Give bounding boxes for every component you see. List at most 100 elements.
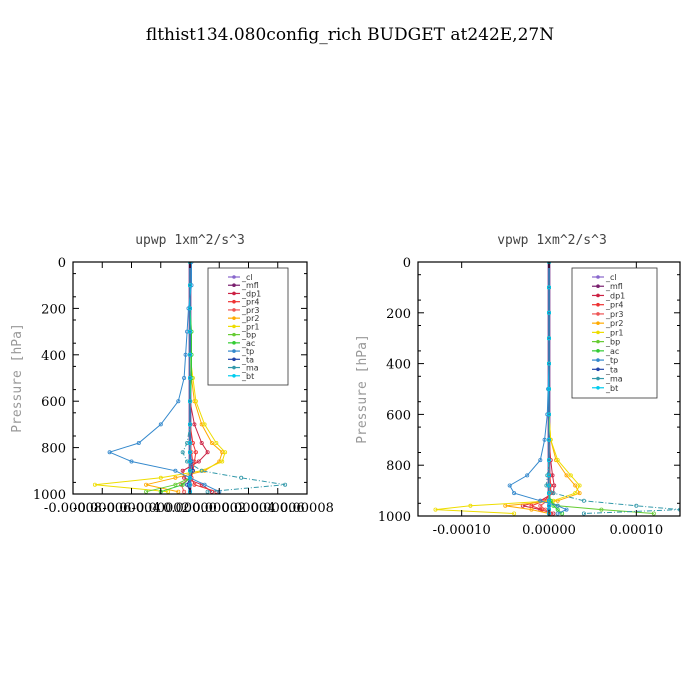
- data-point: [144, 489, 149, 494]
- data-point: [214, 440, 219, 445]
- legend-label: _mfl: [605, 282, 623, 291]
- legend-marker: [232, 357, 236, 362]
- legend-label: _pr2: [605, 319, 623, 328]
- legend-label: _pr4: [605, 301, 623, 310]
- data-point: [547, 503, 552, 508]
- data-point: [577, 491, 582, 496]
- data-point: [529, 503, 534, 508]
- x-tick-label: -0.00010: [433, 523, 491, 538]
- legend-label: _pr1: [241, 322, 259, 331]
- data-point: [538, 503, 543, 508]
- x-tick-label: 0.00010: [609, 523, 663, 538]
- x-tick-label: -0.00002: [132, 501, 190, 516]
- data-point: [678, 507, 680, 512]
- legend-label: _ma: [605, 375, 623, 384]
- legend-marker: [596, 302, 600, 307]
- y-tick-label: 400: [41, 349, 66, 364]
- data-point: [187, 283, 192, 288]
- data-point: [568, 473, 573, 478]
- y-tick-label: 200: [386, 307, 411, 322]
- legend-marker: [232, 299, 236, 304]
- data-point: [187, 459, 192, 464]
- upwp-panel: upwp 1xm^2/s^3 Pressure [hPa] 0 200 400 600 80…: [10, 233, 334, 516]
- data-point: [92, 482, 97, 487]
- legend-label: _pr3: [605, 310, 623, 319]
- data-point: [547, 386, 552, 391]
- x-tick-label: -0.00004: [102, 501, 160, 516]
- data-point: [187, 450, 192, 455]
- legend-label: _ac: [605, 347, 619, 356]
- data-point: [187, 329, 192, 334]
- x-tick-label: 0.00000: [522, 523, 576, 538]
- legend-label: _ta: [605, 365, 618, 374]
- legend-marker: [596, 330, 600, 335]
- data-point: [173, 468, 178, 473]
- data-point: [193, 450, 198, 455]
- figure-title: flthist134.080config_rich BUDGET at242E,…: [146, 25, 554, 45]
- data-point: [176, 489, 181, 494]
- data-point: [205, 489, 210, 494]
- legend-marker: [596, 312, 600, 316]
- data-point: [196, 459, 201, 464]
- legend-label: _ma: [241, 364, 259, 373]
- data-point: [547, 285, 552, 290]
- data-point: [158, 422, 163, 427]
- y-tick-label: 600: [386, 408, 411, 423]
- data-point: [220, 459, 225, 464]
- legend: _cl_mfl_dp1_pr4_pr3_pr2_pr1_bp_ac_tp_ta_…: [571, 267, 658, 399]
- data-point: [555, 511, 560, 516]
- data-point: [158, 475, 163, 480]
- y-tick-label: 400: [386, 358, 411, 373]
- legend-marker: [596, 367, 600, 372]
- data-point: [192, 482, 197, 487]
- data-point: [180, 450, 185, 455]
- legend-label: _tp: [605, 356, 618, 365]
- legend: _cl_mfl_dp1_pr4_pr3_pr2_pr1_bp_ac_tp_ta_…: [207, 267, 289, 386]
- data-point: [547, 437, 552, 442]
- data-point: [542, 437, 547, 442]
- data-point: [547, 498, 552, 503]
- x-tick-label: 0.00006: [251, 501, 305, 516]
- legend-marker: [232, 324, 236, 329]
- data-point: [551, 491, 556, 496]
- legend-label: _ta: [241, 355, 254, 364]
- legend-marker: [232, 365, 236, 370]
- legend-marker: [596, 293, 600, 298]
- data-point: [192, 422, 197, 427]
- data-point: [512, 491, 517, 496]
- legend-marker: [232, 332, 236, 337]
- data-point: [182, 489, 187, 494]
- data-point: [547, 491, 552, 496]
- legend-marker: [232, 341, 236, 345]
- y-tick-label: 800: [386, 459, 411, 474]
- data-point: [239, 475, 244, 480]
- data-point: [547, 336, 552, 341]
- legend-box: [571, 267, 658, 399]
- data-point: [551, 498, 556, 503]
- data-point: [166, 489, 171, 494]
- data-point: [180, 468, 185, 473]
- data-point: [136, 440, 141, 445]
- data-point: [223, 450, 228, 455]
- data-point: [547, 361, 552, 366]
- data-point: [529, 507, 534, 512]
- data-point: [199, 440, 204, 445]
- data-point: [547, 483, 552, 488]
- data-point: [564, 507, 569, 512]
- data-point: [107, 450, 112, 455]
- vpwp-panel: vpwp 1xm^2/s^3 Pressure [hPa] 0 200 400 600 80…: [355, 233, 681, 538]
- data-point: [577, 483, 582, 488]
- y-axis-label: Pressure [hPa]: [10, 323, 25, 433]
- data-point: [544, 483, 549, 488]
- legend-marker: [232, 373, 236, 378]
- legend-label: _cl: [605, 273, 617, 282]
- y-tick-label: 0: [403, 256, 411, 271]
- y-tick-label: 1000: [33, 488, 66, 503]
- series-line-tp: [108, 262, 220, 493]
- legend-marker: [232, 316, 236, 320]
- data-point: [202, 482, 207, 487]
- data-point: [512, 511, 517, 516]
- legend-marker: [232, 349, 236, 353]
- legend-marker: [232, 275, 236, 279]
- x-tick-label: 0.00002: [192, 501, 246, 516]
